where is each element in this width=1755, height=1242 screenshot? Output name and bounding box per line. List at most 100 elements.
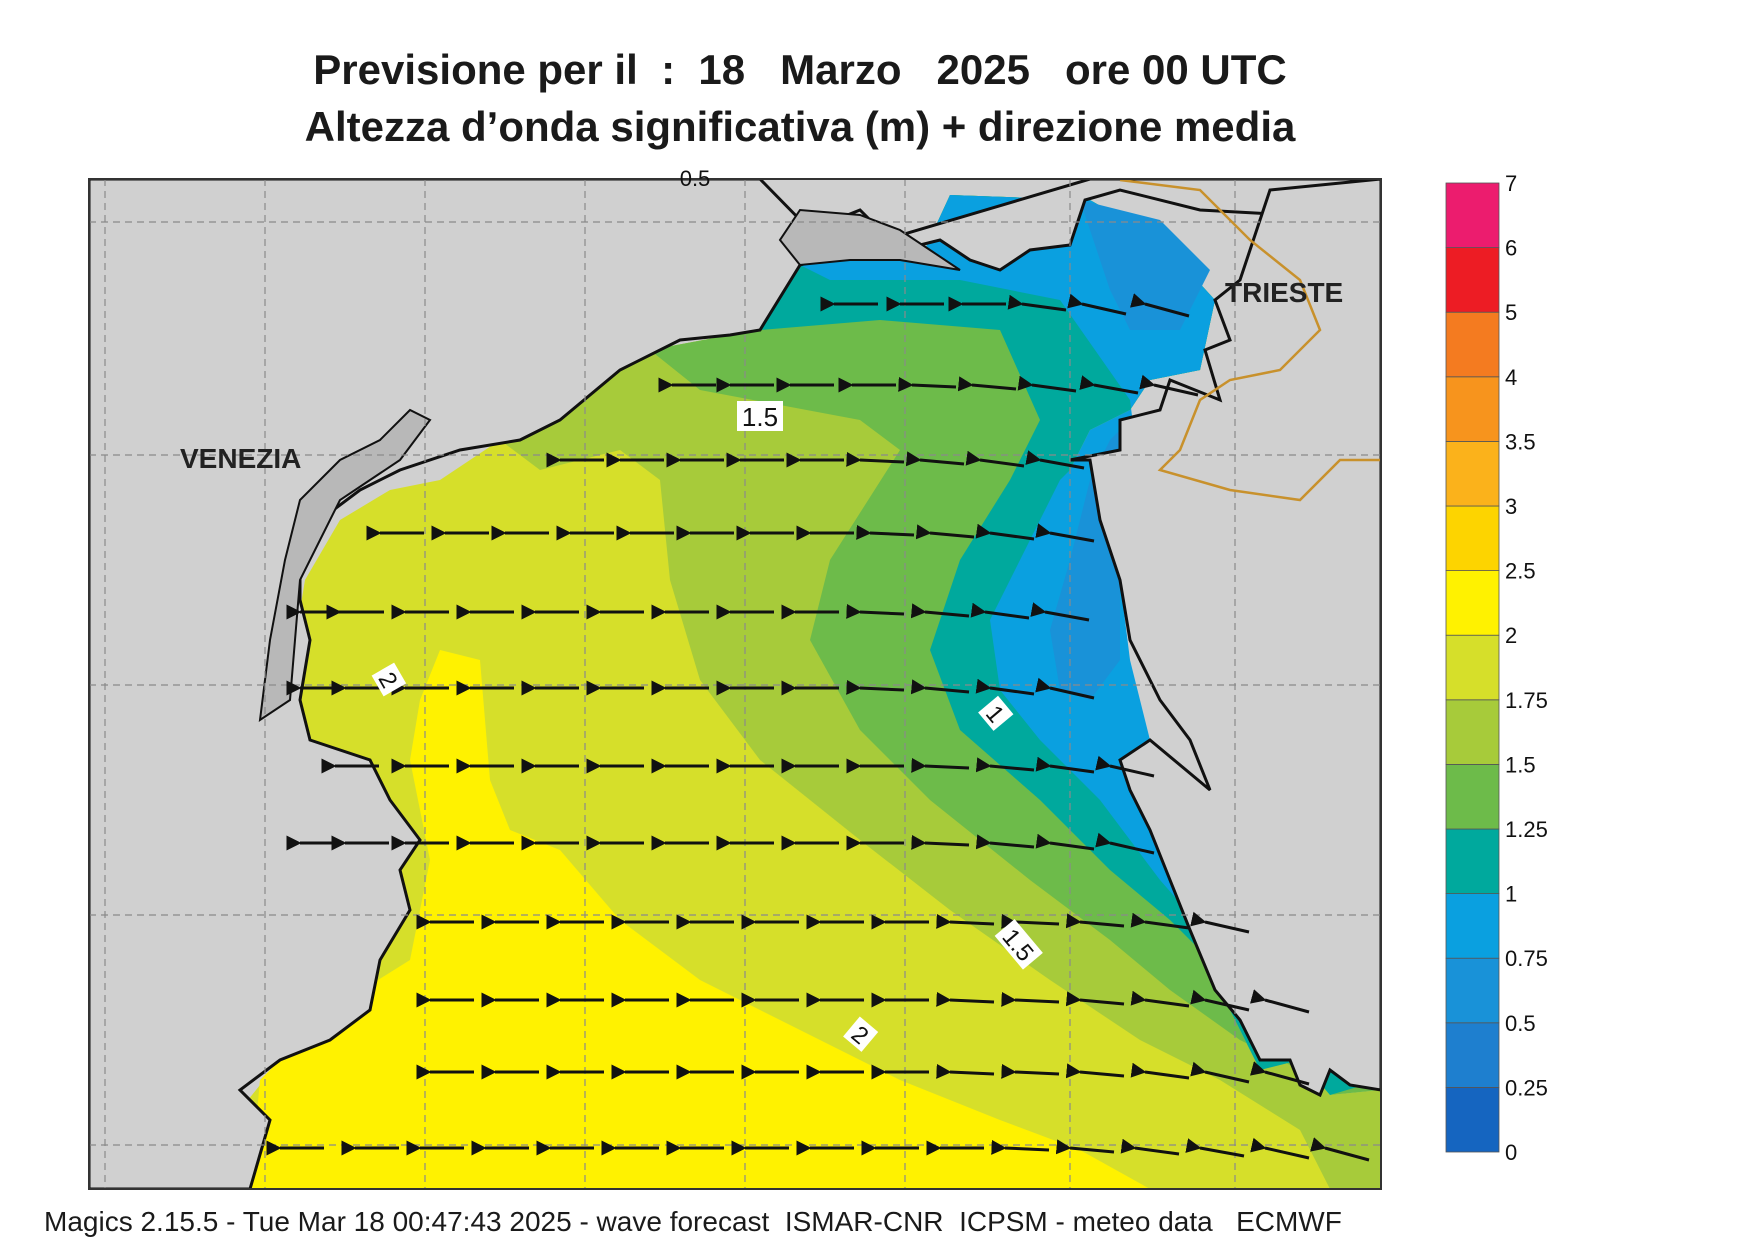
colorbar-tick-label: 1.75 bbox=[1505, 688, 1548, 713]
wave-arrow bbox=[1001, 1063, 1060, 1079]
wave-arrow bbox=[1065, 991, 1125, 1007]
svg-text:1.5: 1.5 bbox=[742, 402, 778, 432]
colorbar-swatch bbox=[1445, 570, 1500, 636]
wave-arrow bbox=[1190, 911, 1250, 934]
colorbar-tick-label: 1.5 bbox=[1505, 752, 1536, 777]
wave-arrow bbox=[1030, 602, 1090, 622]
colorbar-swatch bbox=[1445, 699, 1500, 765]
colorbar-tick-label: 5 bbox=[1505, 300, 1517, 325]
wave-arrow bbox=[975, 678, 1035, 696]
wave-arrow bbox=[1250, 989, 1310, 1014]
colorbar-swatch bbox=[1445, 1087, 1500, 1153]
gulf-trieste-land bbox=[778, 208, 961, 271]
wave-arrow bbox=[936, 991, 995, 1007]
wave-arrow bbox=[970, 602, 1030, 620]
graticule bbox=[89, 179, 1381, 1189]
wave-arrow bbox=[1095, 832, 1155, 855]
wave-arrow bbox=[1185, 1138, 1245, 1158]
wave-arrow bbox=[1250, 1137, 1310, 1160]
colorbar-swatch bbox=[1445, 311, 1500, 378]
wave-arrow bbox=[1130, 990, 1190, 1008]
wave-arrow bbox=[1130, 912, 1190, 930]
colorbar-tick-label: 0.5 bbox=[1505, 1011, 1536, 1036]
map-title-date: Previsione per il : 18 Marzo 2025 ore 00… bbox=[313, 46, 1287, 93]
wave-arrow bbox=[846, 603, 905, 619]
colorbar-swatch bbox=[1445, 182, 1500, 248]
band-2-2.5 bbox=[250, 650, 1150, 1189]
map-frame bbox=[88, 178, 1382, 1190]
colorbar-tick-label: 3 bbox=[1505, 494, 1517, 519]
colorbar-swatch bbox=[1445, 440, 1500, 507]
colorbar-swatch bbox=[1445, 764, 1500, 830]
colorbar-tick-label: 4 bbox=[1505, 365, 1517, 390]
wave-arrow bbox=[898, 376, 957, 392]
wave-arrow bbox=[1310, 1137, 1370, 1162]
wave-arrow bbox=[957, 376, 1017, 392]
city-label-venezia: VENEZIA bbox=[180, 443, 301, 474]
wave-arrow bbox=[915, 524, 975, 540]
wave-arrow bbox=[1079, 375, 1139, 395]
contour-label: 1.5 bbox=[994, 919, 1043, 970]
wave-arrow bbox=[846, 451, 905, 467]
wave-arrow bbox=[975, 523, 1035, 541]
contour-label: 2 bbox=[371, 662, 407, 697]
wave-arrow bbox=[1250, 1061, 1310, 1086]
colorbar-tick-label: 2.5 bbox=[1505, 559, 1536, 584]
colorbar-swatch bbox=[1445, 893, 1500, 959]
wave-arrow bbox=[1035, 677, 1095, 700]
wave-arrow bbox=[856, 524, 915, 540]
colorbar-tick-label: 0.75 bbox=[1505, 946, 1548, 971]
wave-arrow bbox=[1065, 913, 1125, 929]
wave-arrow bbox=[1035, 833, 1095, 851]
band-0.5-0.75-b bbox=[1080, 200, 1210, 330]
wave-arrow bbox=[910, 603, 970, 619]
wave-arrow bbox=[1190, 989, 1250, 1012]
colorbar-swatch bbox=[1445, 634, 1500, 701]
wave-arrow bbox=[936, 1063, 995, 1079]
colorbar-tick-label: 1.25 bbox=[1505, 817, 1548, 842]
colorbar-tick-label: 6 bbox=[1505, 236, 1517, 261]
city-label-trieste: TRIESTE bbox=[1225, 277, 1343, 308]
wave-arrow bbox=[1120, 1138, 1180, 1156]
wave-arrow bbox=[911, 834, 970, 850]
wave-arrow bbox=[1001, 913, 1060, 929]
wave-arrow bbox=[1190, 1061, 1250, 1084]
wave-arrow bbox=[1035, 523, 1095, 543]
wave-arrow bbox=[905, 451, 965, 467]
colorbar-tick-label: 1 bbox=[1505, 882, 1517, 907]
wave-arrow bbox=[965, 450, 1025, 468]
wave-arrow bbox=[1001, 991, 1060, 1007]
colorbar-tick-label: 3.5 bbox=[1505, 429, 1536, 454]
wave-arrow bbox=[991, 1139, 1050, 1155]
top-edge-label: 0.5 bbox=[680, 166, 711, 191]
land-coast-west bbox=[89, 179, 812, 1189]
colorbar-swatch bbox=[1445, 247, 1500, 313]
wave-arrow bbox=[975, 834, 1035, 850]
wave-arrow bbox=[1025, 450, 1085, 470]
wave-arrow bbox=[975, 757, 1035, 773]
wave-arrow bbox=[1130, 293, 1190, 318]
colorbar-tick-label: 2 bbox=[1505, 623, 1517, 648]
footer-credits: Magics 2.15.5 - Tue Mar 18 00:47:43 2025… bbox=[44, 1206, 1342, 1237]
contour-label: 1.5 bbox=[737, 401, 783, 432]
colorbar-swatch bbox=[1445, 828, 1500, 894]
wave-direction-arrows bbox=[266, 293, 1370, 1162]
colorbar-swatch bbox=[1445, 505, 1500, 571]
wave-arrow bbox=[1035, 756, 1095, 774]
colorbar-legend: 0 0.25 0.5 0.75 1 1.25 1.5 1.75 2 2.5 3 3.5 4 5 6 7 bbox=[1445, 171, 1548, 1165]
colorbar-swatch bbox=[1445, 957, 1500, 1024]
wave-arrow bbox=[1007, 294, 1067, 312]
colorbar-tick-label: 0 bbox=[1505, 1140, 1517, 1165]
colorbar-swatch bbox=[1445, 376, 1500, 442]
colorbar-tick-label: 0.25 bbox=[1505, 1075, 1548, 1100]
wave-arrow bbox=[936, 913, 995, 929]
wave-arrow bbox=[846, 679, 905, 695]
wave-arrow bbox=[910, 679, 970, 695]
colorbar-swatch bbox=[1445, 1022, 1500, 1088]
wave-arrow bbox=[1130, 1062, 1190, 1080]
colorbar-tick-label: 7 bbox=[1505, 171, 1517, 196]
land-coast-istria bbox=[1069, 179, 1381, 1098]
wave-arrow bbox=[1067, 293, 1127, 316]
wave-arrow bbox=[1139, 374, 1199, 397]
